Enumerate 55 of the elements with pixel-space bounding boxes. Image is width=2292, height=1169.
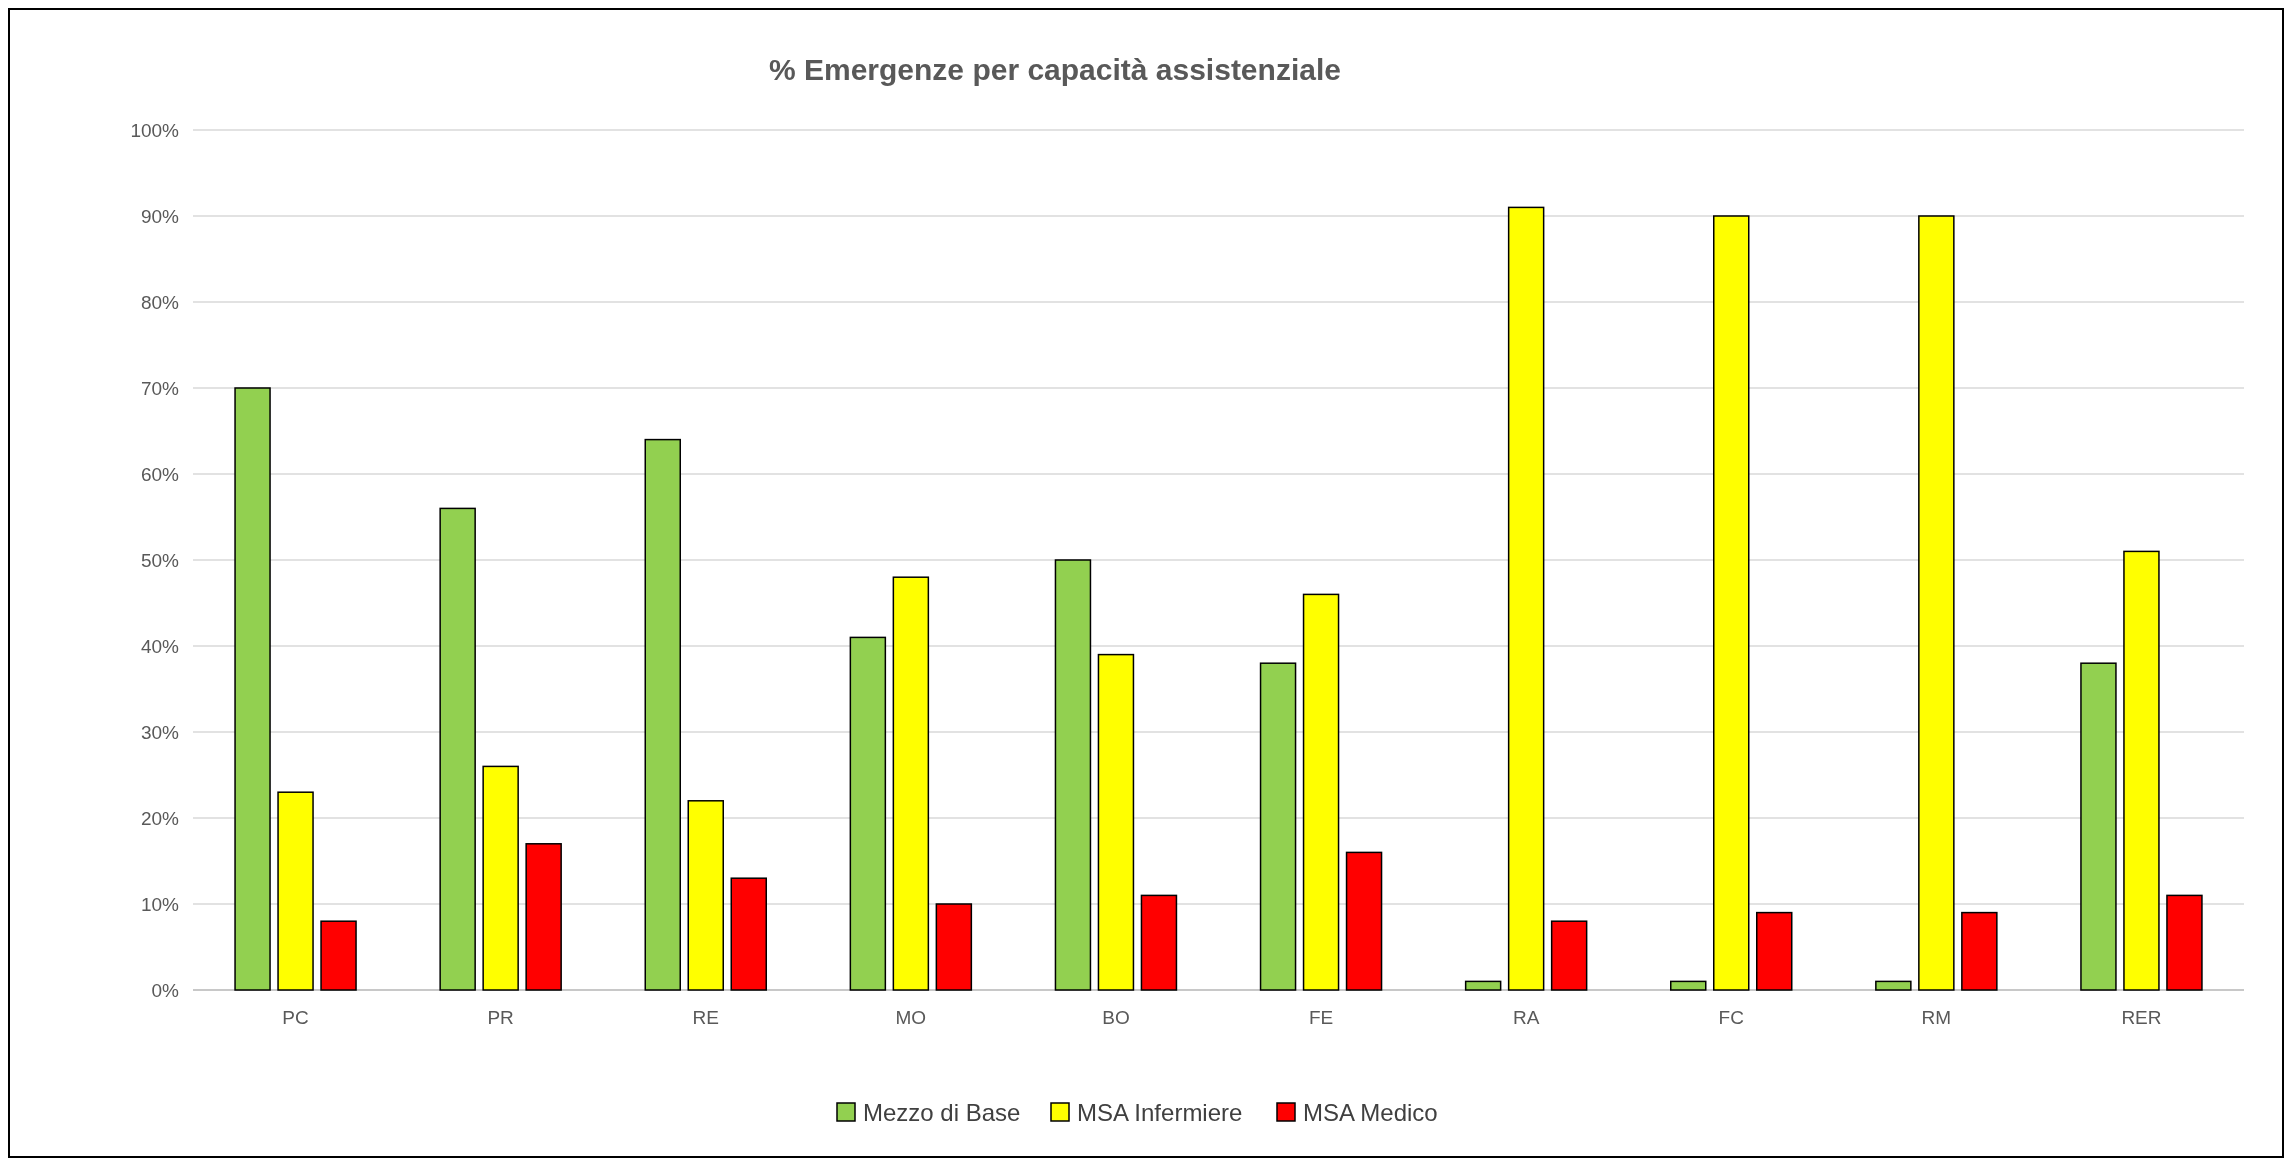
legend-label: MSA Infermiere xyxy=(1077,1099,1243,1127)
bar xyxy=(1670,980,1707,991)
bar xyxy=(892,576,930,991)
x-tick-label: PR xyxy=(487,1007,514,1028)
y-tick-label: 70% xyxy=(140,377,180,399)
y-tick-label: 90% xyxy=(140,205,180,227)
x-tick-label: RM xyxy=(1921,1007,1952,1028)
legend-label: MSA Medico xyxy=(1303,1099,1438,1127)
bar xyxy=(525,843,562,991)
y-tick-label: 10% xyxy=(140,893,180,915)
bar xyxy=(935,903,973,991)
bar xyxy=(1756,911,1793,991)
bar xyxy=(320,920,357,991)
y-tick-label: 20% xyxy=(140,807,180,829)
x-tick-label: MO xyxy=(895,1007,927,1028)
bar xyxy=(687,800,724,991)
x-tick-label: PC xyxy=(282,1007,309,1028)
bar xyxy=(1259,662,1297,991)
bar xyxy=(1345,851,1383,991)
x-tick-label: RA xyxy=(1512,1007,1540,1028)
y-tick-label: 30% xyxy=(140,721,180,743)
x-tick-label: BO xyxy=(1102,1007,1130,1028)
bar xyxy=(234,387,271,991)
y-tick-label: 80% xyxy=(140,291,180,313)
bar xyxy=(1464,980,1502,991)
y-tick-label: 100% xyxy=(130,119,180,141)
bar xyxy=(1550,920,1588,991)
bar xyxy=(1140,894,1178,991)
y-tick-label: 40% xyxy=(140,635,180,657)
bar xyxy=(482,765,519,991)
bar xyxy=(439,507,476,991)
bar xyxy=(277,791,314,991)
bar xyxy=(1713,215,1750,991)
bar xyxy=(2166,894,2203,991)
bar xyxy=(1507,206,1545,991)
bar xyxy=(1961,911,1998,991)
bar xyxy=(644,438,681,991)
y-tick-label: 60% xyxy=(140,463,180,485)
bar xyxy=(2123,550,2160,991)
bar xyxy=(1875,980,1912,991)
legend-label: Mezzo di Base xyxy=(863,1099,1021,1127)
x-tick-label: FE xyxy=(1308,1007,1334,1028)
x-tick-label: RE xyxy=(692,1007,719,1028)
bar xyxy=(849,636,887,991)
bar xyxy=(1918,215,1955,991)
bar xyxy=(1302,593,1340,991)
bar xyxy=(2080,662,2117,991)
chart-title: % Emergenze per capacità assistenziale xyxy=(768,53,1341,86)
bar xyxy=(1054,559,1092,991)
x-tick-label: FC xyxy=(1718,1007,1744,1028)
x-tick-label: RER xyxy=(2121,1007,2162,1028)
y-tick-label: 0% xyxy=(151,979,180,1001)
y-tick-label: 50% xyxy=(140,549,180,571)
bar xyxy=(730,877,767,991)
bar xyxy=(1097,653,1135,991)
